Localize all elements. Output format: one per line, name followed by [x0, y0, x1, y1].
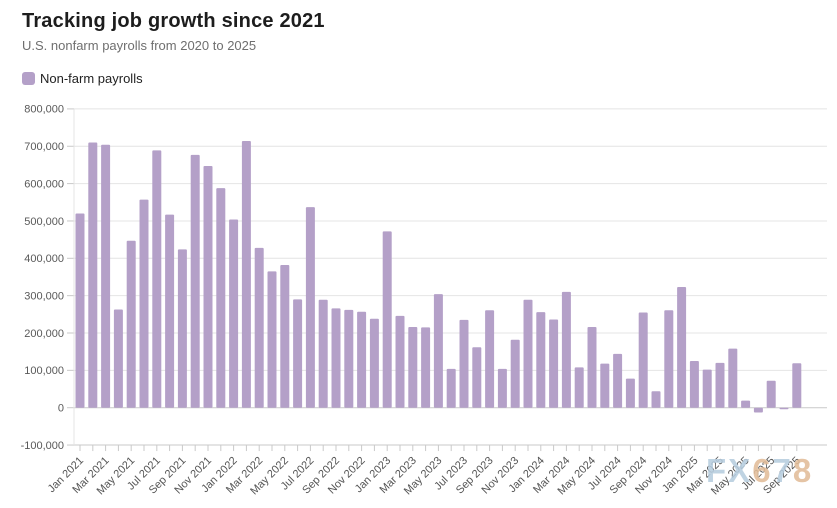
- bar-jun-2023[interactable]: [446, 368, 456, 408]
- bar-sep-2022[interactable]: [331, 308, 341, 408]
- bar-apr-2021[interactable]: [113, 309, 123, 408]
- y-axis-label: 200,000: [24, 328, 64, 340]
- legend: Non-farm payrolls: [22, 71, 143, 86]
- bar-sep-2021[interactable]: [177, 249, 187, 408]
- bar-apr-2024[interactable]: [574, 367, 584, 408]
- bar-may-2023[interactable]: [433, 294, 443, 408]
- bar-may-2025[interactable]: [741, 400, 751, 408]
- bar-jul-2021[interactable]: [152, 150, 162, 408]
- y-axis-label: 300,000: [24, 290, 64, 302]
- bar-apr-2025[interactable]: [728, 348, 738, 408]
- bar-feb-2025[interactable]: [702, 369, 712, 408]
- bar-aug-2023[interactable]: [472, 347, 482, 408]
- bar-jan-2024[interactable]: [536, 312, 546, 408]
- bar-aug-2024[interactable]: [625, 378, 635, 408]
- bar-dec-2022[interactable]: [369, 318, 379, 408]
- legend-swatch-icon: [22, 72, 35, 85]
- bar-dec-2024[interactable]: [677, 287, 687, 408]
- bar-may-2021[interactable]: [126, 240, 136, 408]
- bar-feb-2022[interactable]: [241, 141, 251, 408]
- legend-label: Non-farm payrolls: [40, 71, 143, 86]
- y-axis-label: 700,000: [24, 141, 64, 153]
- bar-nov-2022[interactable]: [357, 311, 367, 408]
- bar-feb-2021[interactable]: [88, 142, 98, 408]
- bar-may-2022[interactable]: [280, 265, 290, 408]
- y-axis-label: 500,000: [24, 216, 64, 228]
- bar-mar-2024[interactable]: [561, 291, 571, 408]
- bar-aug-2022[interactable]: [318, 299, 328, 408]
- bar-mar-2023[interactable]: [408, 327, 418, 408]
- bar-jun-2025[interactable]: [753, 407, 763, 413]
- bar-dec-2023[interactable]: [523, 299, 533, 408]
- bar-jan-2022[interactable]: [229, 219, 239, 408]
- bar-dec-2021[interactable]: [216, 188, 226, 408]
- bar-feb-2023[interactable]: [395, 315, 405, 408]
- bar-jun-2021[interactable]: [139, 199, 149, 408]
- bar-sep-2023[interactable]: [485, 310, 495, 408]
- bar-oct-2023[interactable]: [497, 368, 507, 408]
- bar-nov-2023[interactable]: [510, 339, 520, 408]
- bar-mar-2025[interactable]: [715, 362, 725, 408]
- bar-oct-2022[interactable]: [344, 309, 354, 408]
- bar-sep-2024[interactable]: [638, 312, 648, 408]
- bar-jan-2023[interactable]: [382, 231, 392, 408]
- bar-jun-2024[interactable]: [600, 363, 610, 408]
- bar-oct-2021[interactable]: [190, 154, 200, 408]
- y-axis-label: -100,000: [21, 440, 64, 452]
- y-axis-label: 0: [58, 403, 64, 415]
- bar-jan-2025[interactable]: [689, 361, 699, 408]
- y-axis-label: 400,000: [24, 253, 64, 265]
- bar-nov-2024[interactable]: [664, 310, 674, 408]
- page-subtitle: U.S. nonfarm payrolls from 2020 to 2025: [22, 38, 257, 53]
- page-title: Tracking job growth since 2021: [22, 10, 325, 32]
- bar-aug-2021[interactable]: [165, 214, 175, 408]
- bar-jul-2024[interactable]: [613, 353, 623, 408]
- y-axis-label: 600,000: [24, 178, 64, 190]
- bar-jun-2022[interactable]: [293, 299, 303, 408]
- bar-mar-2021[interactable]: [101, 144, 111, 408]
- bar-jul-2025[interactable]: [766, 380, 776, 408]
- bar-jul-2023[interactable]: [459, 319, 469, 408]
- bar-sep-2025[interactable]: [792, 363, 802, 408]
- bar-apr-2022[interactable]: [267, 271, 277, 408]
- bar-jan-2021[interactable]: [75, 213, 85, 408]
- bar-may-2024[interactable]: [587, 327, 597, 408]
- bar-oct-2024[interactable]: [651, 391, 661, 408]
- y-axis-label: 800,000: [24, 104, 64, 116]
- bar-nov-2021[interactable]: [203, 166, 213, 408]
- bar-jul-2022[interactable]: [305, 207, 315, 408]
- bar-apr-2023[interactable]: [421, 327, 431, 408]
- y-axis-label: 100,000: [24, 365, 64, 377]
- bar-mar-2022[interactable]: [254, 247, 264, 408]
- bar-aug-2025[interactable]: [779, 407, 789, 410]
- bar-feb-2024[interactable]: [549, 319, 559, 408]
